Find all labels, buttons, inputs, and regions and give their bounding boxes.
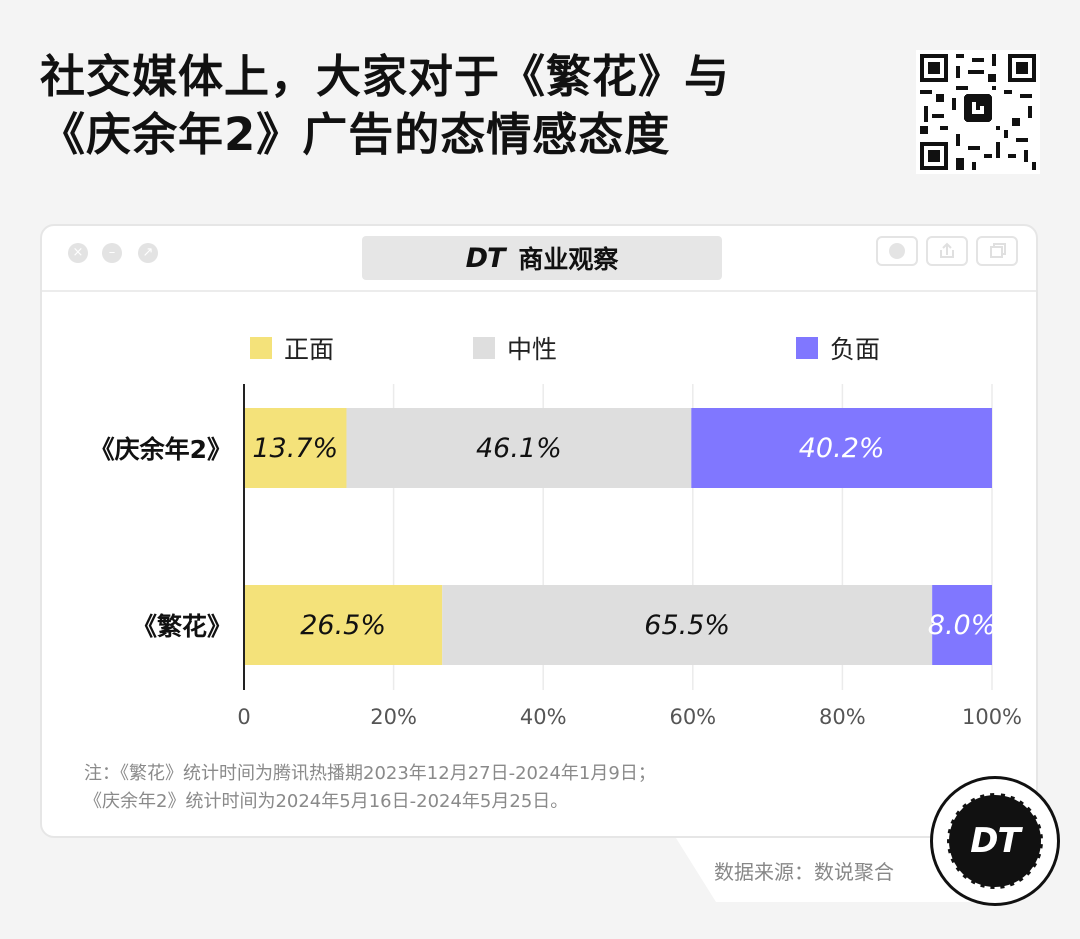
x-tick-label: 100%	[962, 705, 1022, 729]
copy-icon[interactable]	[976, 236, 1018, 266]
x-tick-label: 60%	[669, 705, 716, 729]
x-tick-label: 80%	[819, 705, 866, 729]
close-icon[interactable]: ×	[68, 243, 88, 263]
brand-logo: DT	[465, 242, 506, 274]
maximize-icon[interactable]: ↗	[138, 243, 158, 263]
bar-segment	[932, 585, 992, 665]
data-label: 26.5%	[300, 610, 386, 641]
data-label: 8.0%	[928, 610, 997, 641]
footnote-line-1: 注：《繁花》统计时间为腾讯热播期2023年12月27日-2024年1月9日；	[84, 763, 656, 784]
bar-segment	[691, 408, 992, 488]
record-icon[interactable]	[876, 236, 918, 266]
brand-pill: DT 商业观察	[362, 236, 722, 280]
bar-segment	[244, 585, 443, 665]
category-label: 《繁花》	[132, 612, 232, 641]
bar-segment	[346, 408, 692, 488]
data-label: 13.7%	[252, 433, 338, 464]
browser-window-frame: × – ↗ DT 商业观察	[40, 224, 1038, 838]
data-source: 数据来源：数说聚合	[714, 860, 894, 884]
brand-name: 商业观察	[518, 245, 619, 274]
category-label: 《庆余年2》	[90, 435, 232, 464]
dt-badge-inner: DT	[947, 793, 1043, 889]
source-tab	[676, 838, 976, 902]
x-tick-label: 40%	[520, 705, 567, 729]
dt-badge-text: DT	[970, 821, 1020, 861]
x-tick-label: 0	[237, 705, 250, 729]
data-label: 46.1%	[476, 433, 562, 464]
legend-label-neutral: 中性	[507, 335, 558, 364]
qr-code-icon[interactable]	[916, 50, 1040, 174]
title-line-1: 社交媒体上，大家对于《繁花》与	[40, 50, 731, 103]
legend-swatch-neutral	[473, 337, 495, 359]
window-titlebar: × – ↗ DT 商业观察	[42, 226, 1036, 292]
minimize-icon[interactable]: –	[102, 243, 122, 263]
legend-item-neutral: 中性	[473, 334, 557, 364]
title-line-2: 《庆余年2》广告的态情感态度	[40, 108, 671, 161]
footnote: 注：《繁花》统计时间为腾讯热播期2023年12月27日-2024年1月9日； 《…	[84, 760, 656, 816]
x-tick-label: 20%	[370, 705, 417, 729]
legend-item-negative: 负面	[796, 334, 880, 364]
bar-segment	[442, 585, 933, 665]
legend-label-negative: 负面	[830, 335, 881, 364]
legend-label-positive: 正面	[284, 335, 335, 364]
legend-swatch-positive	[250, 337, 272, 359]
legend-swatch-negative	[796, 337, 818, 359]
data-label: 40.2%	[799, 433, 885, 464]
dt-badge: DT	[930, 776, 1060, 906]
bar-segment	[244, 408, 347, 488]
legend-item-positive: 正面	[250, 334, 334, 364]
chart-title: 社交媒体上，大家对于《繁花》与 《庆余年2》广告的态情感态度	[40, 48, 730, 164]
data-label: 65.5%	[644, 610, 730, 641]
footnote-line-2: 《庆余年2》统计时间为2024年5月16日-2024年5月25日。	[84, 791, 569, 812]
share-icon[interactable]	[926, 236, 968, 266]
